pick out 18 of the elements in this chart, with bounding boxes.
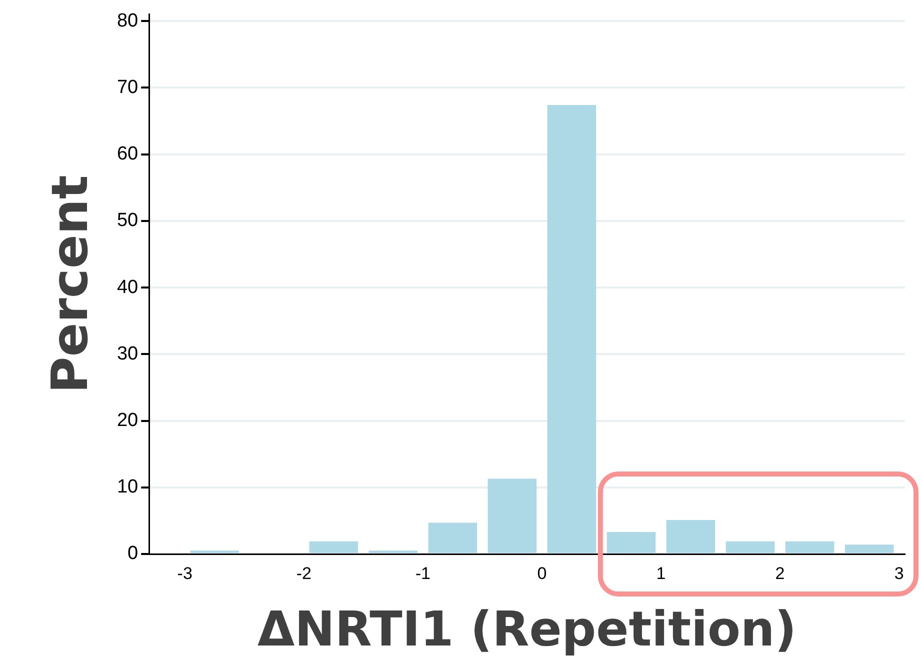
x-tick-label: -3: [177, 564, 192, 583]
y-axis-title: Percent: [40, 175, 99, 394]
x-tick-label: -2: [296, 564, 312, 583]
x-tick-label: 1: [656, 564, 666, 583]
x-tick-label: 0: [537, 564, 547, 583]
y-tick-label: 80: [116, 10, 138, 32]
x-axis-title: ΔNRTI1 (Repetition): [258, 602, 797, 658]
y-tick-label: 60: [116, 144, 138, 165]
x-tick-label: -1: [415, 564, 430, 583]
x-tick-label: 3: [894, 564, 904, 583]
y-tick-label: 0: [128, 543, 138, 564]
y-tick-label: 70: [116, 76, 138, 98]
y-tick-label: 30: [116, 343, 138, 364]
y-tick-label: 40: [116, 276, 138, 298]
y-tick-label: 20: [116, 410, 138, 431]
y-tick-label: 10: [116, 476, 138, 498]
x-tick-label: 2: [775, 564, 785, 583]
y-tick-label: 50: [116, 210, 138, 232]
